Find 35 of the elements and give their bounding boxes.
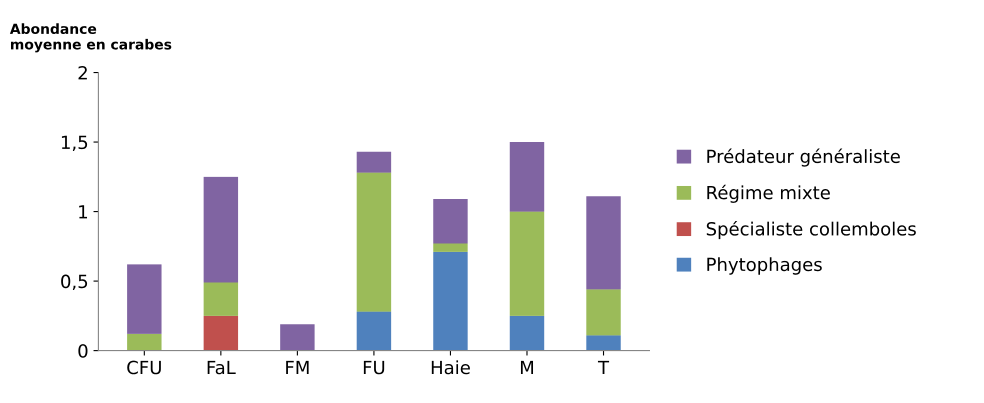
bar	[586, 335, 621, 351]
legend-label: Spécialiste collemboles	[706, 220, 916, 240]
legend-label: Prédateur généraliste	[707, 148, 900, 167]
bar	[204, 316, 238, 351]
x-tick-label: Haie	[432, 360, 470, 374]
legend-label: Régime mixte	[707, 184, 830, 203]
bar	[510, 316, 544, 351]
bar	[204, 282, 238, 316]
bar	[586, 196, 621, 290]
bar	[280, 324, 315, 351]
bar	[356, 172, 392, 312]
bar	[204, 176, 238, 282]
x-tick-label: FM	[286, 360, 309, 374]
y-tick-label: 0	[78, 344, 88, 358]
bar	[510, 212, 544, 316]
bar	[127, 334, 162, 351]
x-tick-label: M	[520, 360, 534, 374]
x-tick-label: CFU	[127, 360, 161, 374]
y-tick-label: 2	[78, 66, 87, 80]
x-tick-label: T	[598, 360, 610, 374]
y-axis-title: Abondance moyenne en carabes	[10, 23, 172, 52]
legend-label: Phytophages	[707, 257, 822, 275]
bar	[356, 312, 392, 351]
y-tick-label: 1,5	[62, 136, 88, 152]
bar	[510, 142, 544, 212]
bar	[433, 252, 468, 351]
bar	[127, 264, 162, 334]
x-tick-label: FU	[364, 360, 384, 374]
x-tick-label: FaL	[208, 360, 236, 374]
y-tick-label: 1	[79, 205, 88, 218]
bar	[433, 244, 468, 252]
bar	[586, 289, 621, 336]
bar	[433, 199, 468, 244]
bar	[356, 152, 392, 173]
y-tick-label: 0,5	[61, 274, 88, 290]
